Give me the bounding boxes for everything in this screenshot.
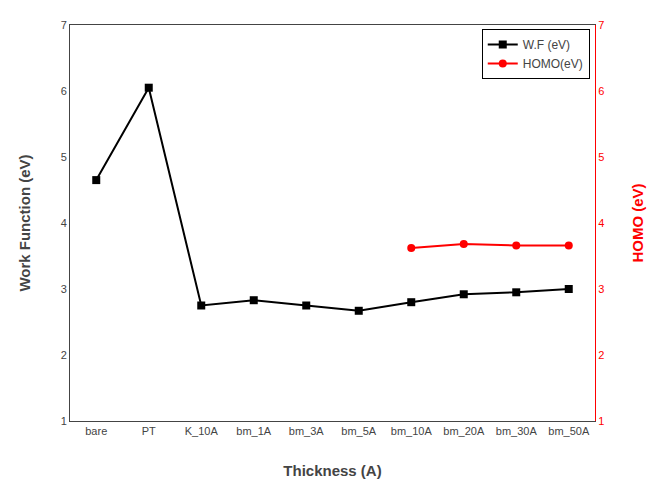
svg-text:bm_30A: bm_30A <box>496 425 538 437</box>
svg-text:4: 4 <box>61 217 67 229</box>
svg-text:K_10A: K_10A <box>185 425 219 437</box>
svg-text:6: 6 <box>598 85 604 97</box>
svg-text:5: 5 <box>61 151 67 163</box>
svg-text:HOMO (eV): HOMO (eV) <box>629 183 646 262</box>
svg-text:6: 6 <box>61 85 67 97</box>
svg-text:W.F (eV): W.F (eV) <box>523 38 570 52</box>
svg-text:bm_3A: bm_3A <box>289 425 325 437</box>
svg-text:3: 3 <box>598 283 604 295</box>
svg-text:3: 3 <box>61 283 67 295</box>
svg-text:Thickness (A): Thickness (A) <box>283 462 381 479</box>
svg-text:bare: bare <box>85 425 107 437</box>
svg-text:7: 7 <box>61 19 67 31</box>
svg-text:7: 7 <box>598 19 604 31</box>
svg-text:4: 4 <box>598 217 604 229</box>
svg-text:bm_5A: bm_5A <box>341 425 377 437</box>
svg-text:Work Function (eV): Work Function (eV) <box>16 154 33 291</box>
svg-text:2: 2 <box>61 349 67 361</box>
svg-text:bm_50A: bm_50A <box>548 425 590 437</box>
svg-text:5: 5 <box>598 151 604 163</box>
svg-text:bm_1A: bm_1A <box>236 425 272 437</box>
svg-text:1: 1 <box>598 415 604 427</box>
svg-text:bm_20A: bm_20A <box>443 425 485 437</box>
svg-text:2: 2 <box>598 349 604 361</box>
svg-text:bm_10A: bm_10A <box>391 425 433 437</box>
svg-text:1: 1 <box>61 415 67 427</box>
svg-text:HOMO(eV): HOMO(eV) <box>523 57 583 71</box>
svg-text:PT: PT <box>142 425 156 437</box>
